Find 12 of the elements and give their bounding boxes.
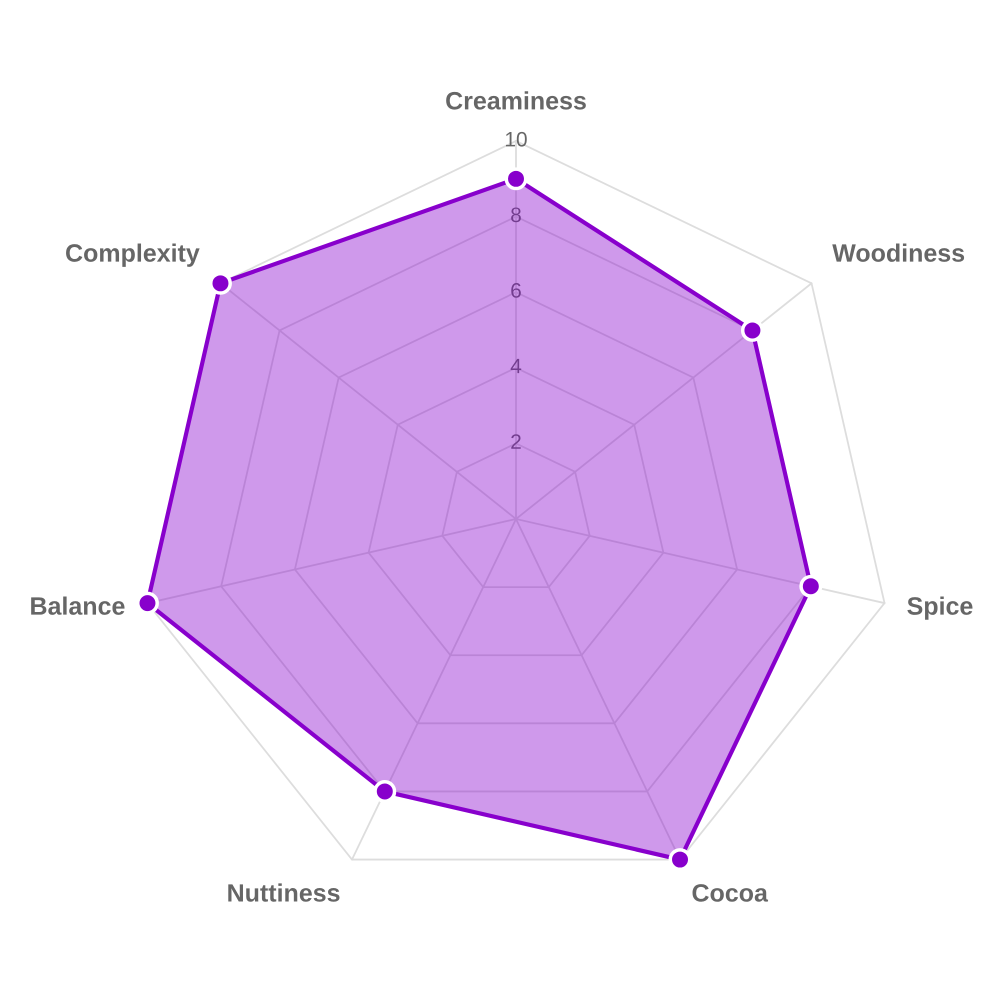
y-tick-label: 8 xyxy=(511,207,521,222)
spoke-label: Spice xyxy=(907,596,972,620)
y-tick-label: 6 xyxy=(511,283,521,298)
spoke-label: Creaminess xyxy=(446,91,586,110)
spoke-label: Nuttiness xyxy=(228,883,340,902)
y-tick-label: 2 xyxy=(511,434,521,449)
spoke-label: Woodiness xyxy=(832,244,964,262)
spoke-label: Cocoa xyxy=(692,884,768,902)
y-tick-label: 10 xyxy=(506,132,527,147)
spoke-label: Balance xyxy=(31,596,125,615)
y-tick-label: 4 xyxy=(510,358,522,374)
spoke-label: Complexity xyxy=(66,244,200,267)
